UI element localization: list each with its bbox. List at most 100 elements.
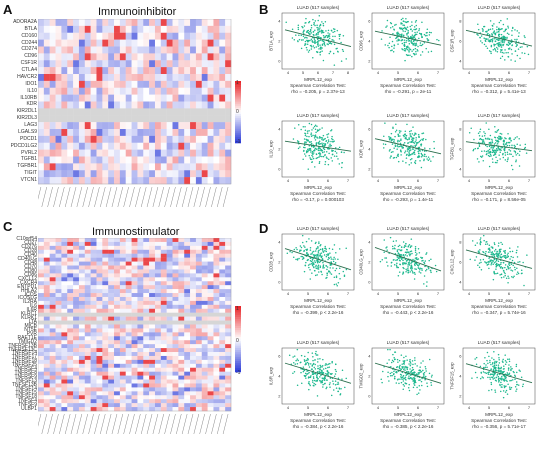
scatter-point	[306, 248, 309, 251]
scatter-point	[486, 264, 488, 266]
scatter-point	[319, 44, 321, 46]
colorbar-step	[235, 343, 241, 346]
heatmap-cell	[160, 142, 167, 150]
scatter-point	[469, 258, 471, 261]
scatter-point	[305, 377, 307, 379]
scatter-point	[329, 50, 332, 53]
heatmap-cell	[108, 324, 115, 329]
heatmap-cell	[49, 53, 56, 61]
heatmap-cell	[201, 304, 208, 309]
heatmap-cell	[184, 60, 191, 68]
scatter-point	[393, 147, 395, 149]
heatmap-cell	[102, 336, 109, 341]
heatmap-cell	[137, 399, 144, 404]
scatter-point	[316, 253, 319, 256]
scatter-point	[322, 261, 324, 264]
scatter-point	[321, 142, 323, 144]
scatter-point	[488, 155, 491, 158]
heatmap-column-tick	[199, 186, 205, 208]
scatter-point	[421, 51, 424, 53]
scatter-point	[502, 261, 505, 264]
scatter-point	[324, 375, 326, 378]
scatter-point	[322, 267, 324, 269]
scatter-point	[415, 19, 418, 22]
scatter-point	[308, 147, 311, 150]
heatmap-cell	[154, 352, 162, 357]
heatmap-cell	[84, 25, 91, 33]
scatter-point	[420, 362, 422, 364]
heatmap-cell	[55, 352, 62, 357]
scatter-point	[509, 137, 511, 139]
scatter-point	[523, 52, 526, 55]
heatmap-cell	[213, 407, 220, 412]
heatmap-cell	[61, 241, 68, 247]
scatter-point	[491, 251, 494, 253]
scatter-point	[296, 348, 299, 351]
scatter-point	[394, 130, 397, 133]
scatter-point	[516, 136, 518, 138]
scatter-point	[396, 154, 399, 157]
scatter-point	[334, 262, 337, 264]
scatter-point	[408, 51, 410, 53]
heatmap-cell	[43, 379, 50, 384]
scatter-point	[505, 137, 507, 140]
heatmap-cell	[114, 80, 121, 88]
scatter-point	[313, 385, 315, 387]
heatmap-cell	[43, 80, 50, 88]
heatmap-cell	[154, 407, 162, 412]
heatmap-cell	[225, 87, 232, 95]
scatter-point	[479, 238, 481, 241]
scatter-point	[309, 149, 311, 151]
scatter-point	[515, 42, 517, 45]
heatmap-cell	[201, 367, 208, 372]
heatmap-cell	[73, 25, 80, 33]
scatter-point	[322, 265, 325, 268]
heatmap-cell	[131, 156, 138, 164]
heatmap-cell	[108, 265, 115, 270]
heatmap-cell	[73, 142, 80, 150]
scatter-point	[506, 32, 509, 35]
scatter-point	[327, 366, 329, 369]
heatmap-cell	[178, 371, 185, 376]
scatter-point	[516, 38, 518, 41]
scatter-point	[297, 28, 300, 31]
scatter-point	[405, 271, 407, 273]
heatmap-cell	[143, 101, 150, 109]
heatmap-cell	[73, 249, 80, 254]
heatmap-cell	[131, 142, 138, 150]
heatmap-cell	[178, 281, 185, 286]
heatmap-cell	[55, 238, 62, 243]
scatter-point	[322, 358, 324, 361]
scatter-point	[314, 29, 316, 31]
heatmap-cell	[190, 122, 197, 130]
heatmap-cell	[154, 383, 162, 388]
heatmap-cell	[225, 375, 232, 380]
heatmap-cell	[143, 308, 150, 313]
heatmap-cell	[178, 391, 185, 396]
scatter-point	[389, 136, 392, 139]
scatter-test-name: Spearman Correlation Test:	[380, 304, 436, 309]
heatmap-cell	[149, 328, 156, 333]
scatter-point	[516, 54, 519, 57]
heatmap-cell	[213, 129, 220, 137]
scatter-point	[314, 383, 317, 386]
heatmap-row-label: CD274	[21, 46, 37, 53]
heatmap-cell	[96, 289, 103, 294]
scatter-point	[513, 138, 515, 141]
heatmap-cell	[96, 407, 103, 412]
heatmap-cell	[143, 25, 150, 33]
heatmap-cell	[201, 94, 208, 102]
heatmap-cell	[160, 149, 167, 157]
heatmap-cell	[49, 241, 56, 247]
scatter-point	[397, 43, 399, 45]
heatmap-cell	[137, 359, 144, 365]
scatter-point	[334, 147, 337, 149]
heatmap-cell	[78, 265, 85, 270]
heatmap-cell	[102, 94, 109, 102]
heatmap-cell	[225, 312, 232, 317]
scatter-point	[309, 39, 311, 42]
heatmap-cell	[178, 115, 185, 123]
scatter-point	[393, 47, 395, 49]
x-tick-label: 6	[327, 178, 330, 183]
heatmap-cell	[119, 177, 126, 185]
